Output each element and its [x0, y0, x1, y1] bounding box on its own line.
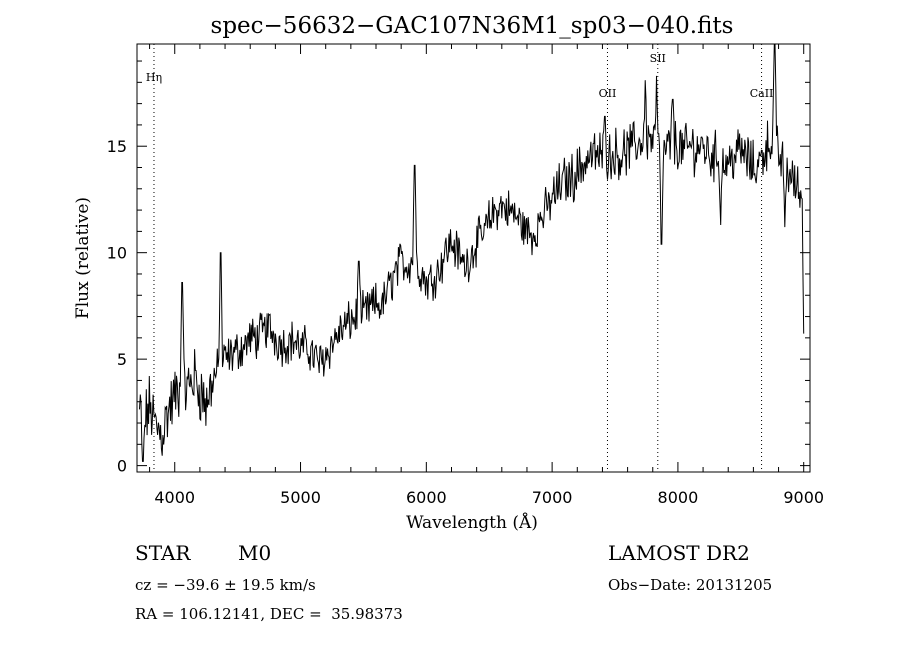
- y-tick-label: 5: [117, 350, 127, 369]
- line-marker-label: Hη: [146, 71, 162, 84]
- x-axis: 4000 5000 6000 7000 8000 9000: [149, 44, 824, 507]
- x-tick-label: 5000: [280, 488, 321, 507]
- line-marker-label: SII: [650, 52, 666, 65]
- object-subclass: M0: [238, 541, 272, 565]
- y-axis-label: Flux (relative): [73, 197, 93, 319]
- observation-date: Obs−Date: 20131205: [608, 576, 773, 594]
- y-tick-label: 15: [107, 137, 127, 156]
- coordinates: RA = 106.12141, DEC = 35.98373: [135, 605, 403, 623]
- survey-name: LAMOST DR2: [608, 541, 750, 565]
- spectrum-line: [139, 43, 805, 462]
- line-marker-label: OII: [599, 87, 617, 100]
- chart-title: spec−56632−GAC107N36M1_sp03−040.fits: [211, 13, 734, 39]
- x-tick-label: 8000: [658, 488, 699, 507]
- x-tick-label: 7000: [532, 488, 573, 507]
- x-axis-label: Wavelength (Å): [406, 512, 538, 533]
- redshift-cz: cz = −39.6 ± 19.5 km/s: [135, 576, 316, 594]
- emission-line-markers: Hη OII SII CaII: [146, 44, 774, 472]
- y-axis: 0 5 10 15: [107, 60, 810, 476]
- x-tick-label: 6000: [406, 488, 447, 507]
- line-marker-label: CaII: [750, 87, 774, 100]
- y-tick-label: 0: [117, 457, 127, 476]
- x-tick-label: 9000: [783, 488, 824, 507]
- y-tick-label: 10: [107, 244, 127, 263]
- plot-frame: [136, 43, 811, 473]
- object-class: STAR: [135, 541, 191, 565]
- x-tick-label: 4000: [154, 488, 195, 507]
